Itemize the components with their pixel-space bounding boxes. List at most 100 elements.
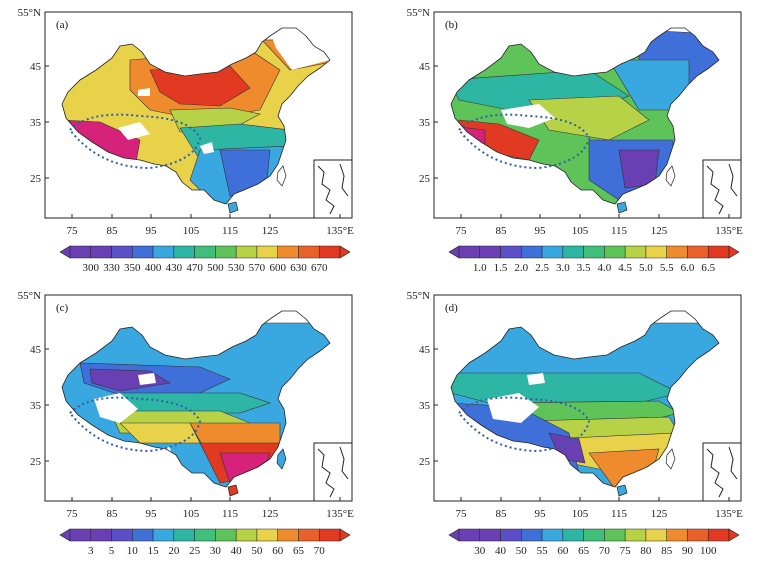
colorbar-label: 6.0 (681, 262, 695, 274)
y-tick-label: 55°N (18, 290, 41, 302)
colorbar-segment (132, 528, 154, 542)
colorbar-segment (687, 528, 709, 542)
colorbar-label: 55 (537, 545, 549, 557)
colorbar-segment (277, 245, 299, 259)
colorbar-segment (69, 528, 92, 542)
colorbar-segment (562, 528, 584, 542)
plateau-dotted-boundary (457, 396, 591, 453)
colorbar-label: 500 (207, 262, 224, 274)
colorbar-left-arrow (59, 528, 71, 542)
colorbar-segment (298, 245, 320, 259)
colorbar-segment (583, 528, 605, 542)
colorbar-label: 50 (516, 545, 528, 557)
x-tick-label: 135°E (326, 225, 354, 237)
panel-label: (d) (445, 302, 458, 314)
y-tick-label: 25 (419, 173, 431, 185)
x-tick-label: 135°E (715, 508, 743, 520)
colorbar-segment (173, 528, 195, 542)
colorbar-segment (235, 528, 258, 542)
south-china-sea-inset (313, 159, 353, 219)
missing-data-area (118, 122, 150, 140)
colorbar-segment (604, 528, 626, 542)
colorbar-label: 6.5 (701, 262, 715, 274)
colorbar-left-arrow (448, 528, 460, 542)
colorbar-segment (521, 528, 543, 542)
colorbar-segment (583, 245, 605, 259)
colorbar-label: 85 (661, 545, 673, 557)
colorbar-label: 5 (109, 545, 115, 557)
colorbar-label: 50 (251, 545, 263, 557)
colorbar-right-arrow (728, 245, 740, 259)
plateau-dotted-boundary (68, 396, 202, 453)
x-tick-label: 115 (611, 508, 628, 520)
missing-data-area (200, 142, 214, 154)
colorbar-segment (132, 245, 154, 259)
colorbar-left-arrow (448, 245, 460, 259)
x-tick-label: 115 (222, 508, 239, 520)
x-tick-label: 75 (456, 508, 468, 520)
missing-data-area (487, 393, 539, 423)
colorbar-label: 20 (168, 545, 180, 557)
missing-data-area (501, 104, 555, 128)
colorbar-label: 80 (640, 545, 652, 557)
colorbar-label: 30 (474, 545, 486, 557)
y-tick-label: 45 (419, 344, 431, 356)
colorbar-segment (111, 528, 133, 542)
colorbar-segment (194, 245, 216, 259)
contour-region (528, 95, 650, 141)
x-tick-label: 85 (107, 225, 119, 237)
colorbar-label: 65 (293, 545, 305, 557)
colorbar-label: 570 (249, 262, 266, 274)
y-tick-label: 35 (419, 400, 431, 412)
colorbar-segment (479, 528, 501, 542)
panel-c: 75 85 95 105 115 125 135°E 55°N 45 35 25 (c) 3 5 10 15 2… (0, 283, 390, 566)
colorbar-label: 70 (599, 545, 611, 557)
colorbar-label: 65 (578, 545, 590, 557)
y-tick-label: 25 (419, 456, 431, 468)
x-tick-label: 115 (611, 225, 628, 237)
y-tick-label: 35 (419, 117, 431, 129)
colorbar-label: 600 (269, 262, 286, 274)
contour-region (119, 392, 271, 414)
colorbar-segment (458, 245, 481, 259)
hainan-outline (616, 484, 628, 497)
x-tick-label: 85 (496, 225, 508, 237)
x-tick-label: 95 (146, 225, 158, 237)
x-tick-label: 135°E (326, 508, 354, 520)
colorbar-segment (500, 245, 522, 259)
colorbar-segment (666, 528, 688, 542)
colorbar-right-arrow (339, 245, 351, 259)
y-tick-label: 35 (30, 400, 42, 412)
colorbar-segment (458, 528, 481, 542)
x-tick-label: 135°E (715, 225, 743, 237)
colorbar-label: 2.5 (535, 262, 549, 274)
colorbar-label: 5.0 (639, 262, 653, 274)
missing-data-area (527, 373, 545, 385)
colorbar-label: 25 (189, 545, 201, 557)
colorbar-segment (318, 528, 341, 542)
plateau-dotted-boundary (457, 113, 591, 170)
map-svg: 75 85 95 105 115 125 135°E 55°N 45 35 25 (d) 30 40 50 5… (407, 290, 743, 557)
colorbar-label: 70 (314, 545, 326, 557)
colorbar-segment (318, 245, 341, 259)
taiwan-outline (665, 448, 676, 470)
colorbar-label: 400 (145, 262, 162, 274)
hainan-outline (227, 484, 239, 497)
colorbar-segment (604, 245, 626, 259)
x-tick-label: 115 (222, 225, 239, 237)
colorbar-segment (707, 528, 730, 542)
x-tick-label: 125 (262, 508, 279, 520)
south-china-sea-inset (313, 442, 353, 502)
colorbar-label: 350 (124, 262, 141, 274)
x-tick-label: 105 (572, 508, 589, 520)
y-tick-label: 45 (30, 344, 42, 356)
colorbar-segment (194, 528, 216, 542)
map-svg: 75 85 95 105 115 125 135°E 55°N 45 35 25 (a) 300 330 3… (18, 7, 354, 274)
colorbar-segment (69, 245, 92, 259)
missing-data-area (138, 373, 156, 385)
colorbar-label: 1.0 (473, 262, 487, 274)
colorbar-segment (298, 528, 320, 542)
taiwan-outline (276, 448, 287, 470)
colorbar-segment (90, 528, 112, 542)
